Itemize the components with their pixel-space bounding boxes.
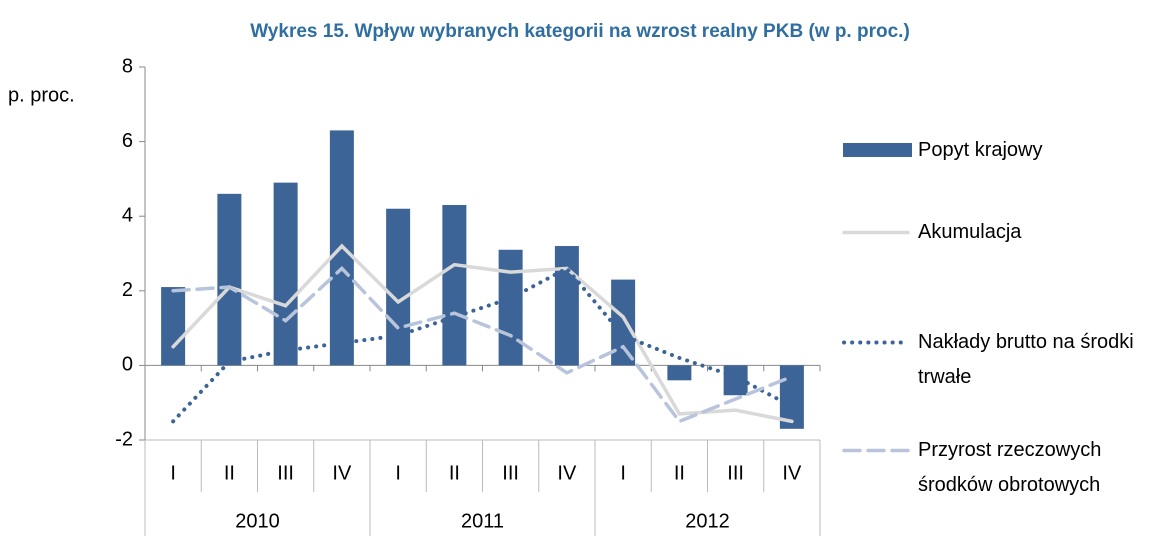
x-tick-label: IV: [332, 462, 352, 484]
legend-swatch: [842, 448, 910, 453]
y-tick-label: 0: [122, 354, 133, 376]
bar: [667, 365, 692, 381]
y-tick-label: -2: [115, 428, 133, 450]
line: [171, 265, 794, 424]
legend-label: Popyt krajowy: [918, 139, 1043, 161]
bar: [386, 208, 411, 366]
legend-item: Nakłady brutto na środki trwałe: [840, 325, 1150, 395]
x-tick-label: IV: [557, 462, 577, 484]
bar: [217, 193, 242, 366]
x-tick-label: II: [224, 462, 235, 484]
bar: [161, 287, 186, 366]
y-tick-label: 2: [122, 279, 133, 301]
bar: [442, 205, 467, 366]
x-tick-label: III: [277, 462, 294, 484]
legend-label: Akumulacja: [918, 221, 1022, 243]
legend-item: Przyrost rzeczowych środków obrotowych: [840, 433, 1150, 503]
x-tick-label: IV: [782, 462, 802, 484]
x-tick-label: III: [502, 462, 519, 484]
group-label: 2012: [685, 510, 730, 532]
y-tick-label: 4: [122, 204, 133, 226]
group-label: 2010: [235, 510, 280, 532]
y-tick-label: 8: [122, 55, 133, 77]
legend-swatch: [842, 230, 910, 235]
y-tick-label: 6: [122, 130, 133, 152]
legend-swatch-bar: [843, 143, 912, 157]
x-tick-label: III: [727, 462, 744, 484]
x-tick-label: II: [449, 462, 460, 484]
x-tick-label: I: [620, 462, 626, 484]
legend-swatch: [843, 143, 912, 157]
legend-item: Popyt krajowy: [840, 133, 1150, 168]
bar: [554, 246, 579, 366]
line: [171, 265, 794, 424]
bar: [273, 182, 298, 366]
bar: [723, 365, 748, 396]
x-tick-label: II: [674, 462, 685, 484]
bar: [498, 249, 523, 366]
x-tick-label: I: [395, 462, 401, 484]
chart-title: Wykres 15. Wpływ wybranych kategorii na …: [250, 21, 910, 42]
y-axis-label: p. proc.: [8, 84, 75, 106]
legend-item: Akumulacja: [840, 215, 1150, 250]
legend-label: Nakłady brutto na środki trwałe: [918, 331, 1134, 388]
line: [171, 243, 794, 424]
group-label: 2011: [461, 510, 504, 532]
legend-label: Przyrost rzeczowych środków obrotowych: [918, 439, 1102, 496]
legend-swatch: [842, 340, 910, 345]
x-tick-label: I: [170, 462, 176, 484]
